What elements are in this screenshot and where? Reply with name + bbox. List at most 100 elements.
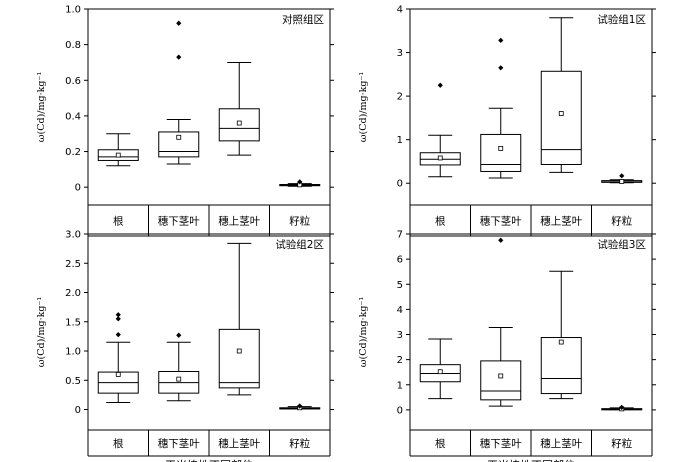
- category-label: 根: [435, 215, 446, 228]
- category-label: 穗下茎叶: [158, 437, 200, 450]
- y-tick-label: 1: [397, 135, 403, 146]
- category-label: 籽粒: [611, 215, 632, 228]
- y-tick-label: 3: [397, 48, 403, 59]
- outlier-point: [297, 403, 303, 409]
- category-label: 根: [435, 437, 446, 450]
- box-4: [279, 179, 321, 188]
- mean-marker: [236, 120, 242, 126]
- x-axis-label: 玉米植株不同部位: [165, 458, 253, 462]
- outlier-point: [437, 82, 443, 88]
- mean-marker: [558, 111, 564, 116]
- plot-frame: [87, 233, 331, 431]
- outlier-point: [115, 312, 121, 318]
- y-tick-label: 0.6: [65, 76, 81, 87]
- plot-frame: [87, 8, 331, 206]
- y-tick-label: 0.2: [65, 147, 81, 158]
- mean-marker: [115, 152, 121, 158]
- outlier-point: [297, 179, 303, 185]
- category-label: 穗上茎叶: [218, 215, 260, 228]
- chart-panel-2: 0 1 2 3 4 试验组1区 ω(Cd)/mg·kg⁻¹ 根 穗下茎叶 穗上茎叶 籽粒: [358, 5, 656, 237]
- outlier-point: [498, 65, 504, 71]
- outlier-point: [176, 332, 182, 338]
- category-label: 籽粒: [611, 437, 632, 450]
- box-1: [419, 82, 461, 178]
- y-axis-label: ω(Cd)/mg·kg⁻¹: [36, 297, 47, 368]
- plot-frame: [409, 8, 653, 206]
- y-tick-label: 5: [397, 280, 403, 291]
- box-4: [601, 404, 643, 412]
- box-3: [218, 61, 260, 156]
- y-tick-label: 2: [397, 92, 403, 103]
- category-label: 籽粒: [289, 215, 310, 228]
- mean-marker: [498, 145, 504, 151]
- y-tick-label: 4: [397, 5, 403, 16]
- y-tick-label: 1.0: [65, 5, 81, 16]
- box-2: [480, 37, 522, 179]
- box-3: [218, 242, 260, 396]
- y-tick-label: 2: [397, 355, 403, 366]
- mean-marker: [176, 134, 182, 140]
- mean-marker: [437, 155, 443, 161]
- box-1: [97, 312, 139, 404]
- y-tick-label: 4: [397, 305, 403, 316]
- y-tick-label: 2.0: [65, 288, 81, 299]
- iqr-box: [540, 337, 582, 395]
- category-label: 穗下茎叶: [480, 437, 522, 450]
- y-tick-label: 0: [397, 405, 403, 416]
- category-label: 籽粒: [289, 437, 310, 450]
- mean-marker: [115, 372, 121, 377]
- category-label: 穗上茎叶: [218, 437, 260, 450]
- outlier-point: [498, 237, 504, 243]
- category-label: 穗上茎叶: [540, 215, 582, 228]
- y-tick-label: 3: [397, 330, 403, 341]
- chart-panel-4: 0 1 2 3 4 5 6 7 试验组3区 ω(Cd)/mg·kg⁻¹ 根 穗下茎叶 穗上茎叶 籽粒玉米植…: [358, 230, 656, 462]
- y-tick-label: 0: [75, 405, 81, 416]
- box-3: [540, 270, 582, 400]
- iqr-box: [540, 70, 582, 165]
- outlier-point: [619, 404, 625, 410]
- box-1: [419, 338, 461, 400]
- category-label: 穗下茎叶: [158, 215, 200, 228]
- mean-marker: [498, 373, 504, 379]
- iqr-box: [480, 133, 522, 172]
- y-axis-label: ω(Cd)/mg·kg⁻¹: [358, 72, 369, 143]
- y-tick-label: 2.5: [65, 259, 81, 270]
- y-axis-label: ω(Cd)/mg·kg⁻¹: [36, 72, 47, 143]
- box-1: [97, 133, 139, 167]
- box-4: [601, 173, 643, 184]
- y-tick-label: 1: [397, 380, 403, 391]
- mean-marker: [558, 339, 564, 345]
- outlier-point: [619, 173, 625, 179]
- y-tick-label: 1.0: [65, 347, 81, 358]
- box-3: [540, 17, 582, 173]
- y-tick-label: 0: [397, 179, 403, 190]
- category-label: 根: [113, 215, 124, 228]
- category-label: 穗上茎叶: [540, 437, 582, 450]
- outlier-point: [115, 332, 121, 338]
- y-tick-label: 7: [397, 230, 403, 241]
- mean-marker: [236, 348, 242, 354]
- chart-title: 试验组3区: [597, 238, 646, 251]
- chart-title: 试验组1区: [597, 13, 646, 26]
- category-label: 穗下茎叶: [480, 215, 522, 228]
- y-axis-label: ω(Cd)/mg·kg⁻¹: [358, 297, 369, 368]
- x-axis-label: 玉米植株不同部位: [487, 458, 575, 462]
- box-2: [480, 237, 522, 407]
- y-tick-label: 0.4: [65, 111, 81, 122]
- chart-title: 试验组2区: [275, 238, 324, 251]
- box-2: [158, 20, 200, 165]
- box-4: [279, 403, 321, 411]
- y-tick-label: 0.5: [65, 376, 81, 387]
- outlier-point: [176, 20, 182, 26]
- y-tick-label: 1.5: [65, 317, 81, 328]
- y-tick-label: 0: [75, 183, 81, 194]
- y-tick-label: 3.0: [65, 230, 81, 241]
- chart-title: 对照组区: [282, 13, 324, 26]
- category-label: 根: [113, 437, 124, 450]
- mean-marker: [176, 376, 182, 382]
- iqr-box: [218, 328, 260, 389]
- mean-marker: [619, 179, 625, 184]
- chart-panel-1: 0 0.2 0.4 0.6 0.8 1.0 对照组区 ω(Cd)/mg·kg⁻¹ 根 穗下茎叶 穗上…: [36, 5, 334, 237]
- y-tick-label: 0.8: [65, 40, 81, 51]
